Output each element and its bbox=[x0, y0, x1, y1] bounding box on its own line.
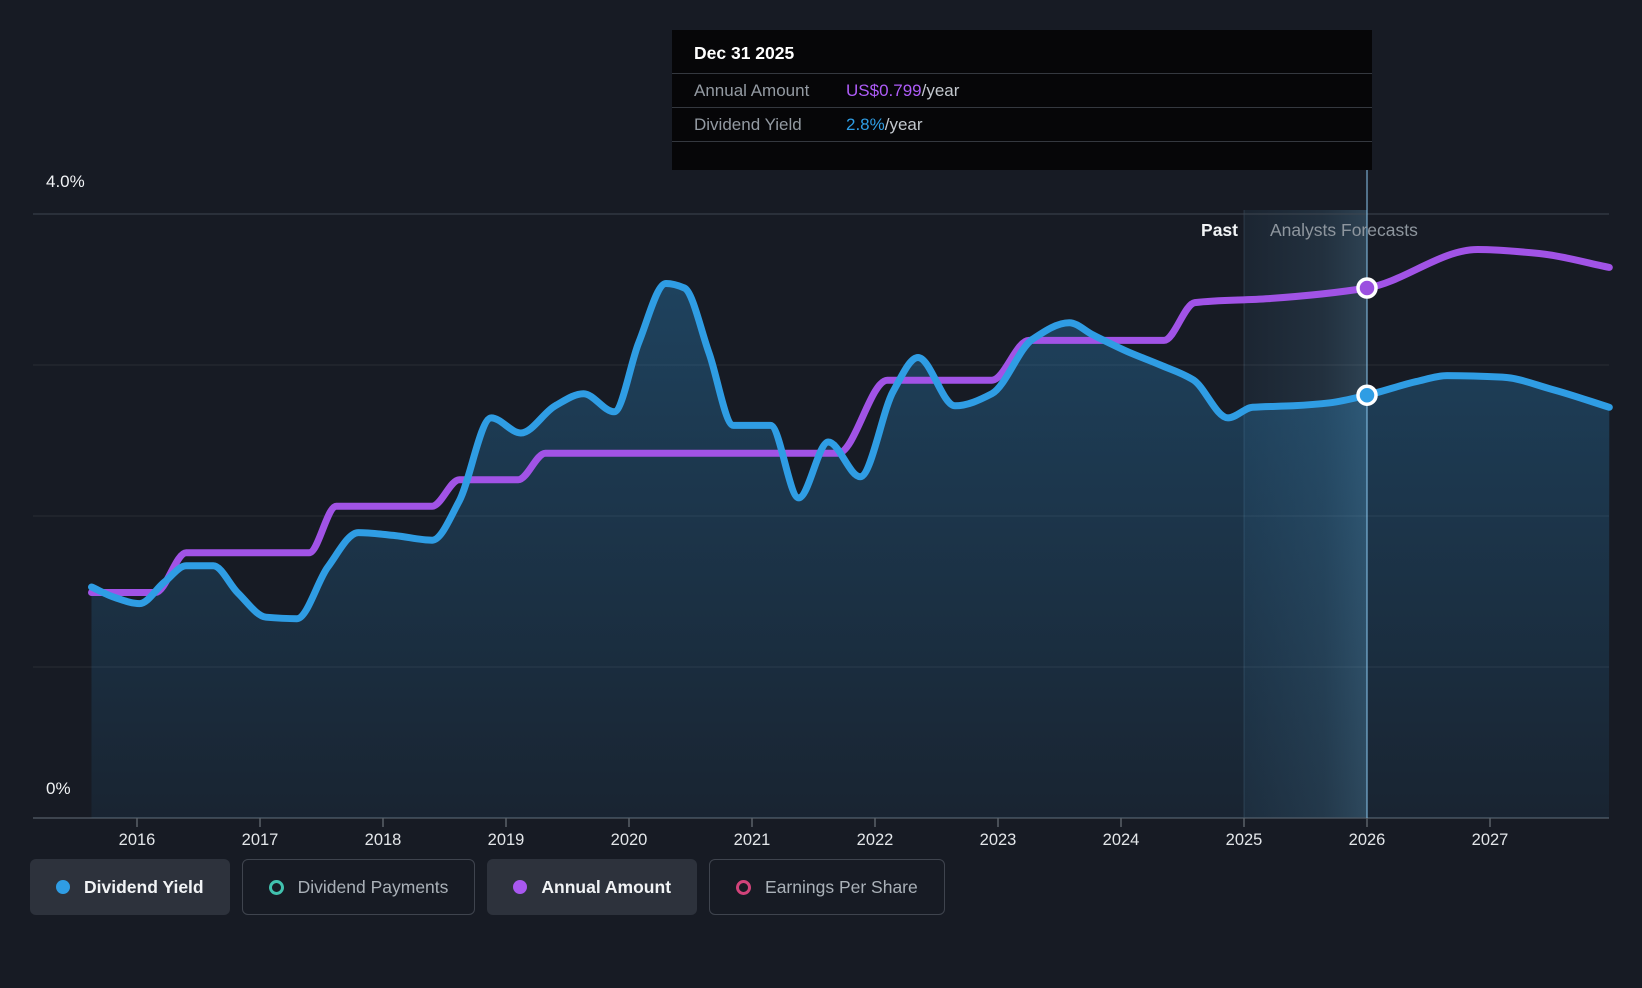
x-tick-label: 2021 bbox=[733, 831, 771, 849]
chart-legend: Dividend Yield Dividend Payments Annual … bbox=[30, 859, 945, 915]
tooltip-row-label: Annual Amount bbox=[694, 80, 810, 100]
tooltip-row: Annual Amount US$0.799/year bbox=[672, 74, 1372, 108]
legend-item-annual-amount[interactable]: Annual Amount bbox=[487, 859, 698, 915]
legend-item-dividend-yield[interactable]: Dividend Yield bbox=[30, 859, 230, 915]
dividend-yield-marker bbox=[1356, 384, 1378, 406]
x-axis-labels: 2016 2017 2018 2019 2020 2021 2022 2023 2024 2025… bbox=[0, 831, 1642, 855]
x-tick-label: 2025 bbox=[1225, 831, 1263, 849]
earnings-per-share-ring-icon bbox=[736, 879, 752, 895]
x-tick-label: 2017 bbox=[241, 831, 279, 849]
x-tick-label: 2022 bbox=[856, 831, 894, 849]
x-tick-label: 2027 bbox=[1471, 831, 1509, 849]
legend-item-dividend-payments[interactable]: Dividend Payments bbox=[241, 859, 476, 915]
x-tick-label: 2024 bbox=[1102, 831, 1140, 849]
x-tick-label: 2018 bbox=[364, 831, 402, 849]
dividend-yield-area bbox=[91, 283, 1610, 818]
x-tick-label: 2023 bbox=[979, 831, 1017, 849]
tooltip-date: Dec 31 2025 bbox=[672, 30, 1372, 74]
annual-amount-line bbox=[88, 245, 1613, 596]
tooltip-row-suffix: /year bbox=[921, 80, 960, 100]
legend-item-earnings-per-share[interactable]: Earnings Per Share bbox=[709, 859, 945, 915]
y-axis-max-label: 4.0% bbox=[46, 172, 85, 191]
tooltip-row-label: Dividend Yield bbox=[694, 114, 802, 134]
tooltip-row-value: 2.8% bbox=[846, 114, 885, 134]
tooltip-row-suffix: /year bbox=[884, 114, 923, 134]
x-tick-label: 2016 bbox=[118, 831, 156, 849]
x-tick-label: 2019 bbox=[487, 831, 525, 849]
tooltip-row-value: US$0.799 bbox=[846, 80, 922, 100]
annual-amount-dot-icon bbox=[513, 880, 528, 894]
x-tick-label: 2020 bbox=[610, 831, 648, 849]
analysts-forecasts-label: Analysts Forecasts bbox=[1270, 220, 1418, 240]
past-label: Past bbox=[1201, 220, 1238, 240]
dividend-payments-ring-icon bbox=[268, 879, 284, 895]
y-axis-zero-label: 0% bbox=[46, 779, 71, 798]
dividend-yield-dot-icon bbox=[56, 880, 70, 894]
tooltip-row: Dividend Yield 2.8%/year bbox=[672, 108, 1372, 142]
chart-tooltip: Dec 31 2025 Annual Amount US$0.799/year … bbox=[672, 30, 1372, 170]
dividend-yield-line bbox=[88, 279, 1613, 623]
annual-amount-marker bbox=[1356, 277, 1378, 299]
x-tick-label: 2026 bbox=[1348, 831, 1386, 849]
